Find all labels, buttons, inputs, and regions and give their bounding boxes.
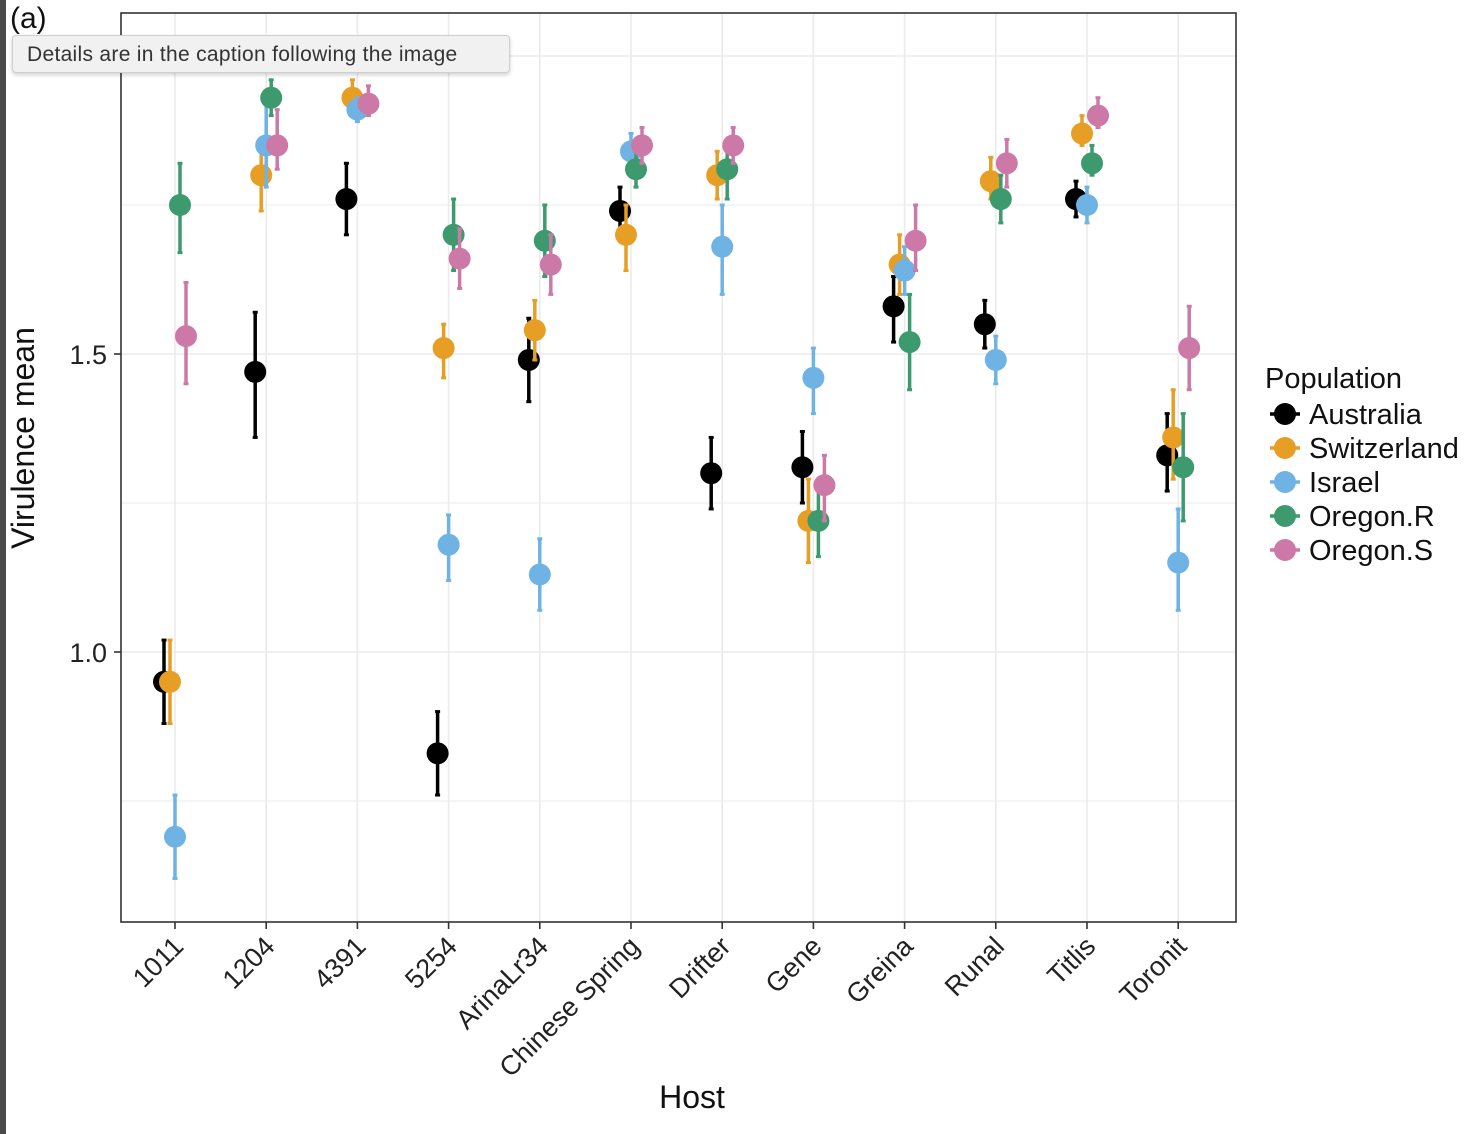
data-point [523, 319, 546, 342]
x-tick-label: 1204 [217, 931, 281, 995]
data-point [260, 86, 283, 109]
data-point [813, 474, 836, 497]
data-point [711, 235, 734, 258]
x-tick-label: Titlis [1041, 931, 1101, 991]
legend-item: Switzerland [1270, 433, 1459, 465]
legend-label: Israel [1309, 467, 1380, 499]
data-point [169, 194, 191, 216]
data-point [791, 456, 814, 479]
legend-key-point [1274, 471, 1296, 493]
data-point [357, 92, 380, 115]
data-point [437, 533, 460, 556]
data-point [1167, 551, 1190, 574]
series-israel [164, 96, 1190, 880]
data-point [244, 360, 267, 383]
data-point [448, 247, 471, 270]
y-ticks: 1.0 1.5 [69, 340, 121, 668]
data-point [893, 259, 916, 282]
series-oregon-r [169, 78, 1195, 559]
legend-key-point [1274, 505, 1296, 527]
caption-tooltip: Details are in the caption following the… [12, 35, 510, 73]
legend-item: Oregon.R [1270, 501, 1435, 533]
data-point [335, 188, 358, 211]
legend-item: Oregon.S [1270, 535, 1433, 567]
legend-key-point [1274, 437, 1296, 459]
data-point [1071, 122, 1093, 145]
data-point [882, 295, 905, 318]
data-point [1178, 337, 1201, 360]
x-axis-title: Host [659, 1079, 725, 1115]
data-point [984, 348, 1007, 371]
x-tick-label: Gene [760, 931, 828, 999]
data-point [898, 331, 921, 354]
x-tick-label: 5254 [399, 931, 463, 995]
data-point [1081, 152, 1103, 175]
legend-label: Switzerland [1309, 433, 1459, 465]
data-point [1162, 426, 1185, 449]
y-axis-title: Virulence mean [5, 327, 41, 549]
y-tick-label: 1.5 [69, 340, 107, 370]
data-point [973, 313, 996, 336]
legend-key-point [1274, 403, 1296, 425]
data-point [1076, 194, 1098, 216]
data-point [1172, 456, 1195, 479]
data-point [615, 223, 637, 246]
data-point [631, 134, 653, 157]
data-point [989, 188, 1012, 211]
x-tick-label: Greina [840, 930, 919, 1009]
series-australia [153, 161, 1179, 797]
data-point [426, 742, 449, 765]
data-point [722, 134, 745, 157]
data-point [159, 670, 181, 693]
data-point [528, 563, 551, 586]
x-tick-label: Drifter [663, 931, 736, 1004]
data-point [995, 152, 1018, 175]
x-tick-label: Toronit [1114, 931, 1193, 1010]
data-point [1087, 104, 1109, 127]
legend-label: Australia [1309, 399, 1423, 431]
data-point [266, 134, 289, 157]
legend-item: Israel [1270, 467, 1380, 499]
x-tick-label: 1011 [127, 931, 189, 993]
legend-key-point [1274, 539, 1296, 561]
data-points [153, 78, 1201, 880]
data-point [250, 164, 273, 187]
series-switzerland [159, 78, 1185, 726]
data-point [904, 229, 927, 252]
data-point [175, 325, 197, 348]
data-point [539, 253, 562, 276]
data-point [979, 170, 1002, 193]
x-tick-label: 4391 [308, 931, 372, 995]
legend: Population AustraliaSwitzerlandIsraelOre… [1265, 363, 1459, 567]
data-point [432, 337, 455, 360]
legend-label: Oregon.S [1309, 535, 1433, 567]
window-edge [0, 0, 6, 1134]
data-point [802, 366, 825, 389]
series-oregon-s [175, 84, 1201, 523]
grid-lines [121, 13, 1236, 922]
legend-title: Population [1265, 363, 1402, 395]
legend-item: Australia [1270, 399, 1423, 431]
legend-label: Oregon.R [1309, 501, 1435, 533]
y-tick-label: 1.0 [69, 638, 107, 668]
data-point [700, 462, 723, 485]
x-tick-label: Runal [939, 931, 1010, 1002]
panel-label: (a) [10, 2, 47, 35]
plot-frame [120, 12, 1237, 923]
data-point [164, 825, 186, 848]
